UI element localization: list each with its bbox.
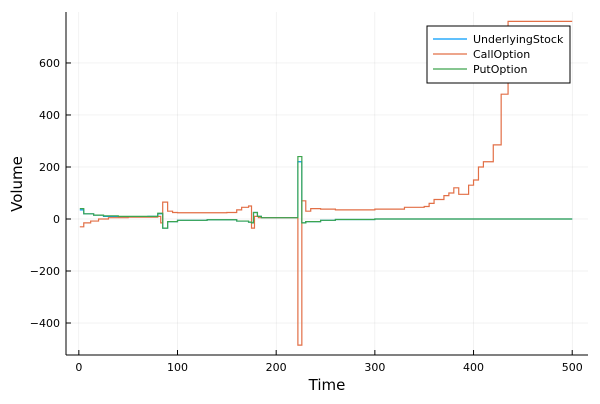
x-tick-label: 400	[463, 361, 484, 374]
y-tick-label: −400	[30, 317, 60, 330]
x-tick-label: 200	[266, 361, 287, 374]
x-tick-label: 100	[167, 361, 188, 374]
legend: UnderlyingStock CallOption PutOption	[426, 25, 571, 84]
series-line-putoption	[79, 155, 573, 229]
series-group	[79, 20, 573, 346]
series-line-calloption	[79, 20, 573, 346]
y-tick-label: 0	[53, 213, 60, 226]
x-axis-label: Time	[308, 376, 346, 394]
y-axis-label: Volume	[8, 156, 26, 212]
legend-label: PutOption	[473, 63, 527, 76]
x-tick-label: 500	[562, 361, 583, 374]
series-line-underlyingstock	[79, 161, 573, 229]
y-tick-label: 400	[39, 109, 60, 122]
axes: 0 100 200 300 400 500 −400 −200 0 200 400 600	[30, 12, 588, 374]
legend-label: CallOption	[473, 48, 530, 61]
x-tick-label: 0	[75, 361, 82, 374]
y-tick-label: −200	[30, 265, 60, 278]
legend-label: UnderlyingStock	[473, 33, 564, 46]
y-tick-label: 600	[39, 57, 60, 70]
x-tick-label: 300	[364, 361, 385, 374]
y-tick-label: 200	[39, 161, 60, 174]
